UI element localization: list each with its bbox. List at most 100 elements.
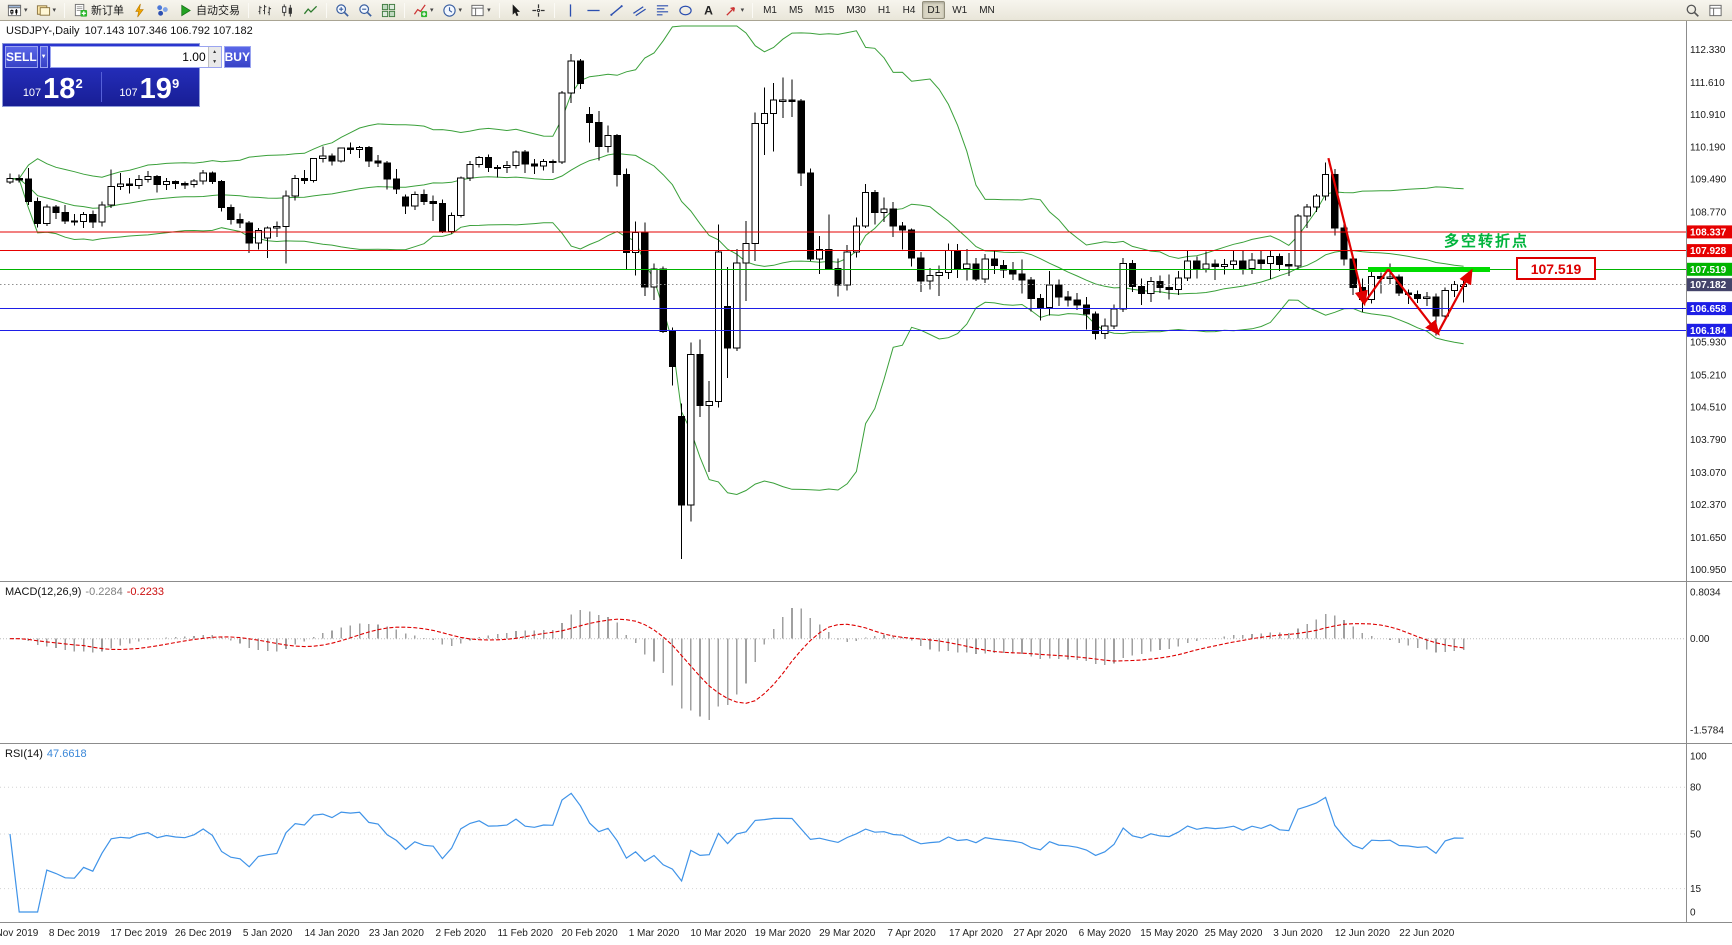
volume-up-button[interactable]: ▲ [209, 47, 221, 57]
templates-icon [470, 3, 485, 18]
price-axis[interactable] [1686, 21, 1732, 581]
time-axis-label: 23 Jan 2020 [368, 928, 424, 939]
auto-trading-icon [178, 3, 193, 18]
symbol-period-label: USDJPY-,Daily [6, 25, 80, 37]
profiles-icon [36, 3, 51, 18]
macd-canvas[interactable]: 0.8034 0.00 -1.5784 [0, 582, 1732, 743]
cursor-button[interactable] [505, 1, 526, 19]
new-chart-button[interactable]: ▾ [4, 1, 31, 19]
new-order-label: 新订单 [91, 5, 125, 17]
horizontal-line-icon [586, 3, 601, 18]
market-watch-button[interactable] [152, 1, 173, 19]
svg-text:105.210: 105.210 [1690, 370, 1727, 381]
tf-h1-button[interactable]: H1 [873, 1, 896, 19]
volume-stepper: ▲ ▼ [49, 46, 222, 68]
buy-button[interactable]: BUY [223, 46, 251, 68]
macd-label: MACD(12,26,9) -0.2284 -0.2233 [5, 586, 165, 598]
toolbar-separator [404, 2, 406, 18]
svg-text:111.610: 111.610 [1690, 78, 1725, 89]
svg-text:104.510: 104.510 [1690, 402, 1727, 413]
search-icon [1685, 3, 1700, 18]
shapes-button[interactable] [675, 1, 696, 19]
tf-m1-button[interactable]: M1 [758, 1, 782, 19]
periods-button[interactable]: ▾ [439, 1, 466, 19]
toolbar-separator [326, 2, 328, 18]
time-axis-label: 2 Feb 2020 [435, 928, 487, 939]
tf-m30-label: M30 [846, 4, 866, 16]
metaeditor-icon [132, 3, 147, 18]
time-axis[interactable]: 28 Nov 2019 8 Dec 2019 17 Dec 2019 26 Dec 2… [0, 922, 1732, 945]
crosshair-button[interactable] [528, 1, 549, 19]
chart-candles-button[interactable] [277, 1, 298, 19]
rsi-canvas[interactable]: 100 80 50 15 0 [0, 744, 1732, 922]
vertical-line-button[interactable] [560, 1, 581, 19]
search-button[interactable] [1682, 1, 1703, 19]
svg-text:107.519: 107.519 [1690, 265, 1727, 276]
tf-w1-label: W1 [952, 4, 968, 16]
quick-panel-button[interactable] [1705, 1, 1726, 19]
trendline-button[interactable] [606, 1, 627, 19]
indicators-button[interactable]: ▾ [410, 1, 437, 19]
price-chart-canvas[interactable]: 112.330 111.610 110.910 110.190 109.490 108.7… [0, 21, 1732, 581]
time-axis-label: 3 Jun 2020 [1273, 928, 1323, 939]
time-axis-label: 10 Mar 2020 [690, 928, 747, 939]
time-axis-label: 27 Apr 2020 [1013, 928, 1068, 939]
fibonacci-button[interactable] [652, 1, 673, 19]
rsi-label: RSI(14) 47.6618 [5, 748, 87, 760]
equidistant-channel-button[interactable] [629, 1, 650, 19]
auto-trading-button[interactable]: 自动交易 [175, 1, 243, 19]
macd-panel: 0.8034 0.00 -1.5784 MACD(12,26,9) -0.2284 -0… [0, 581, 1732, 743]
time-axis-label: 5 Jan 2020 [242, 928, 293, 939]
toolbar-separator [248, 2, 250, 18]
templates-caret-icon: ▾ [487, 7, 491, 14]
toolbar-separator [553, 2, 555, 18]
cursor-icon [508, 3, 523, 18]
volume-down-button[interactable]: ▼ [209, 57, 221, 67]
text-tool-button[interactable]: A [698, 1, 719, 19]
price-callout[interactable]: 107.519 [1516, 257, 1596, 280]
time-axis-label: 20 Feb 2020 [561, 928, 618, 939]
svg-text:105.930: 105.930 [1690, 337, 1727, 348]
tf-w1-button[interactable]: W1 [947, 1, 972, 19]
tf-d1-button[interactable]: D1 [922, 1, 946, 19]
bid-price[interactable]: 107 18 2 [22, 73, 83, 105]
volume-input[interactable] [50, 47, 208, 67]
vertical-line-icon [563, 3, 578, 18]
svg-text:102.370: 102.370 [1690, 500, 1727, 511]
svg-text:0: 0 [1690, 908, 1696, 919]
sell-button[interactable]: SELL [5, 46, 38, 68]
tf-mn-button[interactable]: MN [974, 1, 1000, 19]
chart-bars-button[interactable] [254, 1, 275, 19]
chevron-down-icon: ▼ [212, 59, 218, 65]
metaeditor-button[interactable] [129, 1, 150, 19]
chart-line-button[interactable] [300, 1, 321, 19]
svg-text:110.910: 110.910 [1690, 110, 1726, 121]
horizontal-line-button[interactable] [583, 1, 604, 19]
tf-h4-button[interactable]: H4 [898, 1, 921, 19]
profiles-button[interactable]: ▾ [33, 1, 60, 19]
zoom-in-button[interactable] [332, 1, 353, 19]
svg-text:0.8034: 0.8034 [1690, 588, 1721, 599]
svg-text:107.928: 107.928 [1690, 246, 1727, 257]
ask-price[interactable]: 107 19 9 [119, 73, 180, 105]
time-axis-label: 8 Dec 2019 [48, 928, 100, 939]
svg-text:107.182: 107.182 [1690, 280, 1727, 291]
tile-windows-button[interactable] [378, 1, 399, 19]
shapes-icon [678, 3, 693, 18]
order-type-caret[interactable]: ▼ [39, 46, 48, 68]
svg-text:15: 15 [1690, 884, 1702, 895]
tf-d1-label: D1 [927, 4, 941, 16]
time-axis-label: 6 May 2020 [1078, 928, 1131, 939]
time-axis-label: 29 Mar 2020 [819, 928, 876, 939]
tf-m5-button[interactable]: M5 [784, 1, 808, 19]
turning-point-annotation[interactable]: 多空转折点 [1444, 233, 1530, 250]
zoom-out-button[interactable] [355, 1, 376, 19]
templates-button[interactable]: ▾ [467, 1, 494, 19]
tf-m1-label: M1 [763, 4, 777, 16]
arrows-tool-button[interactable]: ▾ [721, 1, 748, 19]
tf-h4-label: H4 [902, 4, 916, 16]
tf-m30-button[interactable]: M30 [841, 1, 870, 19]
svg-text:103.790: 103.790 [1690, 435, 1727, 446]
tf-m15-button[interactable]: M15 [810, 1, 839, 19]
new-order-button[interactable]: 新订单 [70, 1, 127, 19]
